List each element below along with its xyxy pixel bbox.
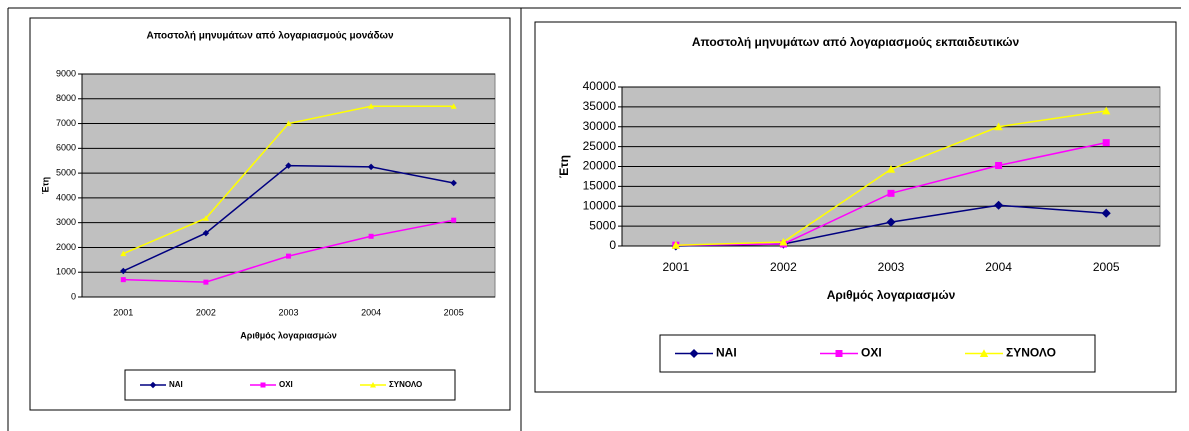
y-axis-label: Έτη — [557, 155, 571, 178]
plot-area — [81, 73, 496, 298]
x-tick-label: 2001 — [113, 307, 133, 317]
marker — [286, 253, 291, 259]
marker — [368, 233, 374, 239]
x-tick-label: 2004 — [985, 260, 1012, 274]
marker — [120, 250, 127, 257]
marker — [149, 381, 157, 389]
marker — [260, 382, 266, 388]
y-tick-label: 40000 — [583, 79, 617, 93]
marker — [887, 189, 895, 197]
marker — [994, 122, 1003, 131]
legend-label: ΣΥΝΟΛΟ — [1006, 346, 1056, 360]
marker — [1101, 208, 1111, 218]
legend-label: ΝΑΙ — [716, 346, 737, 360]
x-tick-label: 2005 — [444, 307, 464, 317]
y-axis-label: Έτη — [40, 177, 50, 194]
legend-label: ΣΥΝΟΛΟ — [389, 380, 422, 389]
marker — [779, 237, 788, 246]
marker — [835, 350, 843, 357]
y-tick-label: 30000 — [583, 119, 617, 133]
legend-label: ΟΧΙ — [861, 346, 882, 360]
marker — [285, 162, 292, 169]
y-tick-label: 25000 — [583, 139, 617, 153]
marker — [1102, 139, 1110, 147]
marker — [367, 163, 375, 171]
marker — [1102, 106, 1111, 115]
y-tick-label: 20000 — [583, 159, 617, 173]
marker — [203, 279, 209, 285]
marker — [368, 103, 375, 109]
marker — [120, 267, 127, 275]
x-axis-label: Αριθμός λογαριασμών — [240, 330, 336, 340]
y-tick-label: 5000 — [589, 218, 616, 232]
y-tick-label: 4000 — [56, 192, 76, 202]
y-tick-label: 35000 — [583, 99, 617, 113]
marker — [370, 382, 376, 388]
marker — [450, 103, 457, 109]
marker — [995, 162, 1003, 170]
marker — [886, 217, 896, 227]
y-tick-label: 2000 — [56, 242, 76, 252]
x-tick-label: 2003 — [878, 260, 905, 274]
x-axis-label: Αριθμός λογαριασμών — [827, 288, 956, 302]
marker — [689, 348, 699, 359]
y-tick-label: 10000 — [583, 198, 617, 212]
x-tick-label: 2002 — [196, 307, 216, 317]
x-tick-label: 2005 — [1093, 260, 1120, 274]
x-tick-label: 2004 — [361, 307, 381, 317]
y-tick-label: 3000 — [56, 217, 76, 227]
marker — [451, 217, 457, 223]
legend-label: ΝΑΙ — [169, 380, 183, 389]
y-tick-label: 0 — [609, 238, 616, 252]
y-tick-label: 8000 — [56, 93, 76, 103]
marker — [202, 215, 209, 221]
y-tick-label: 0 — [71, 291, 76, 301]
marker — [994, 200, 1004, 210]
marker — [202, 229, 210, 237]
marker — [886, 165, 896, 173]
legend-box — [124, 369, 456, 401]
x-tick-label: 2002 — [770, 260, 797, 274]
y-tick-label: 9000 — [56, 68, 76, 78]
x-tick-label: 2003 — [278, 307, 298, 317]
chart-title: Αποστολή μηνυμάτων από λογαριασμούς εκπα… — [692, 35, 1020, 49]
y-tick-label: 6000 — [56, 143, 76, 153]
chart-title: Αποστολή μηνυμάτων από λογαριασμούς μονά… — [146, 31, 394, 42]
marker — [671, 241, 680, 249]
y-tick-label: 7000 — [56, 118, 76, 128]
marker — [120, 277, 126, 283]
y-tick-label: 15000 — [583, 179, 617, 193]
y-tick-label: 5000 — [56, 167, 76, 177]
legend-box — [659, 334, 1096, 373]
y-tick-label: 1000 — [56, 267, 76, 277]
marker — [285, 120, 292, 127]
marker — [979, 349, 989, 357]
legend-label: ΟΧΙ — [279, 380, 293, 389]
marker — [450, 179, 457, 187]
x-tick-label: 2001 — [662, 260, 689, 274]
